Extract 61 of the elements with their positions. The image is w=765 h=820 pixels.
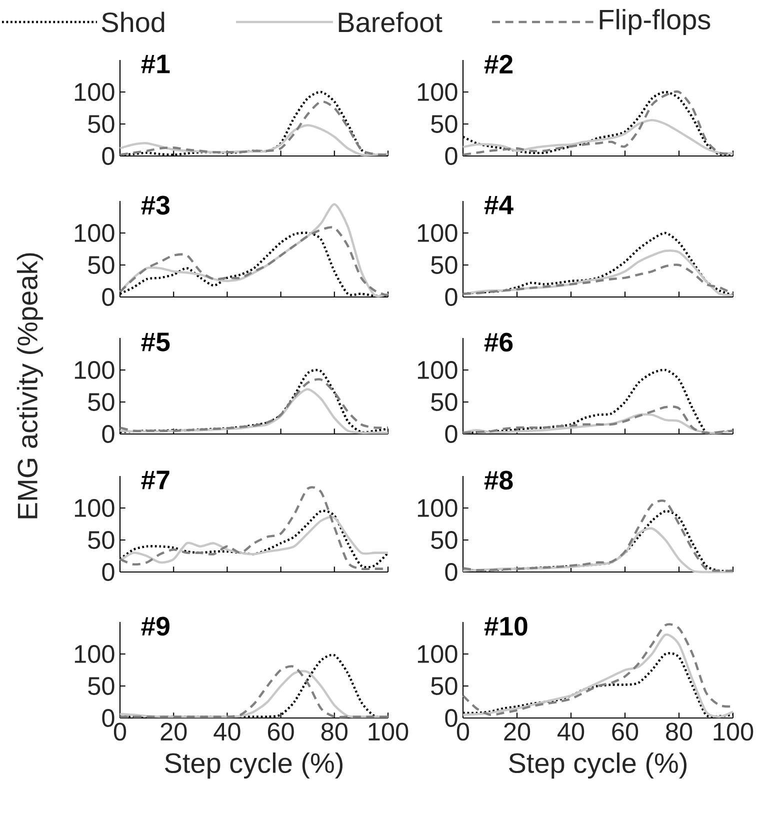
x-axis-title: Step cycle (%) [509, 752, 686, 779]
y-tick-label: 50 [88, 393, 114, 411]
chart-title: #7 [141, 470, 170, 490]
y-tick-label: 100 [74, 83, 114, 101]
chart-title: #10 [484, 616, 528, 636]
line-series [462, 264, 734, 295]
y-tick-label: 0 [102, 709, 114, 727]
x-tick-label: 60 [612, 722, 638, 741]
y-tick-label: 50 [88, 531, 114, 549]
chart-title: #3 [141, 196, 170, 215]
y-tick-label: 100 [418, 499, 458, 517]
y-tick-label: 50 [88, 115, 114, 133]
chart-title: #1 [141, 54, 170, 74]
y-tick-label: 0 [102, 425, 114, 443]
x-tick-label: 40 [558, 722, 584, 741]
chart-title: #8 [484, 470, 513, 490]
y-tick-label: 0 [445, 288, 458, 306]
y-tick-label: 0 [102, 147, 114, 165]
legend-label: Flip-flops [600, 8, 710, 36]
y-tick-label: 0 [445, 425, 458, 443]
legend-label: Barefoot [338, 12, 442, 32]
y-axis-title: EMG activity (%peak) [16, 253, 44, 518]
y-tick-label: 100 [418, 224, 458, 242]
y-tick-label: 50 [431, 531, 458, 549]
x-tick-label: 20 [160, 722, 187, 741]
x-tick-label: 100 [368, 722, 408, 741]
line-series [118, 516, 390, 564]
y-tick-label: 50 [431, 677, 458, 695]
line-series [118, 378, 390, 432]
x-tick-label: 0 [456, 722, 470, 741]
y-tick-label: 100 [418, 83, 458, 101]
chart-title: #2 [484, 54, 512, 74]
x-tick-label: 0 [114, 722, 126, 741]
y-tick-label: 50 [431, 256, 458, 274]
chart-title: #4 [484, 196, 514, 214]
y-tick-label: 100 [74, 361, 114, 379]
y-tick-label: 0 [445, 563, 458, 581]
y-tick-label: 100 [74, 499, 114, 517]
x-tick-label: 80 [666, 722, 692, 741]
y-tick-label: 0 [102, 288, 114, 306]
chart-title: #5 [141, 332, 170, 352]
chart-title: #6 [484, 332, 513, 352]
y-tick-label: 50 [88, 256, 114, 274]
x-tick-label: 20 [504, 722, 530, 741]
y-tick-label: 100 [74, 224, 114, 242]
y-tick-label: 100 [418, 645, 458, 663]
legend-label: Shod [102, 12, 164, 32]
y-tick-label: 0 [445, 709, 458, 727]
y-tick-label: 0 [102, 563, 114, 581]
x-tick-label: 100 [714, 722, 754, 741]
y-tick-label: 50 [431, 115, 458, 133]
x-tick-label: 40 [214, 722, 240, 741]
y-tick-label: 100 [74, 645, 114, 663]
y-tick-label: 50 [88, 677, 114, 695]
x-tick-label: 60 [268, 722, 294, 741]
x-axis-title: Step cycle (%) [165, 752, 342, 779]
y-tick-label: 50 [431, 393, 458, 411]
y-tick-label: 100 [418, 361, 458, 379]
chart-title: #9 [141, 616, 170, 636]
x-tick-label: 80 [321, 722, 348, 741]
y-tick-label: 0 [445, 147, 458, 165]
